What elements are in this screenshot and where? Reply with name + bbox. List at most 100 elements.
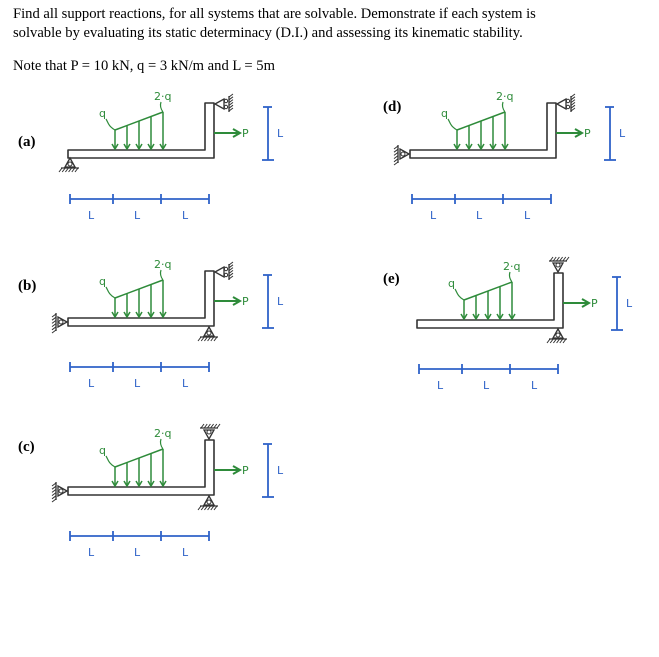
- pin-hinge: [58, 488, 64, 494]
- q-label: q: [99, 275, 106, 288]
- hatch-line: [51, 320, 57, 324]
- hatch-line: [570, 107, 576, 112]
- hatch-line: [228, 264, 234, 269]
- vertical-dimension: L: [262, 106, 284, 161]
- height-l-label: L: [277, 295, 284, 308]
- q-label: q: [448, 277, 455, 290]
- hatch-line: [559, 256, 564, 262]
- pin-hinge: [400, 151, 406, 157]
- roller-wheel: [223, 266, 229, 272]
- load-arrow-head: [496, 313, 504, 321]
- hatch-line: [207, 505, 212, 511]
- hatch-line: [210, 336, 215, 342]
- hatch-line: [228, 267, 234, 271]
- hatch-line: [546, 338, 551, 344]
- ground-hatch: [197, 336, 218, 342]
- span-l-label: L: [437, 379, 444, 392]
- two-q-leader: [159, 269, 164, 281]
- system-a-diagram: q 2·q P L L L L: [58, 90, 284, 222]
- vertical-dimension: L: [262, 274, 284, 329]
- trapezoidal-distributed-load: q 2·q: [99, 427, 171, 488]
- span-l-label: L: [134, 377, 141, 390]
- point-load-arrowhead: [581, 298, 592, 308]
- two-q-label: 2·q: [154, 90, 171, 103]
- hatch-line: [228, 275, 234, 280]
- hatch-line: [552, 338, 557, 344]
- hatch-line: [51, 485, 57, 490]
- hatch-line: [549, 338, 554, 344]
- two-q-label: 2·q: [154, 258, 171, 271]
- point-load-arrowhead: [232, 296, 243, 306]
- q-leader: [105, 286, 116, 299]
- span-l-label: L: [88, 377, 95, 390]
- hatch-line: [213, 423, 218, 429]
- vertical-dimension: L: [611, 276, 633, 331]
- span-l-label: L: [134, 209, 141, 222]
- l-shaped-frame: [67, 270, 215, 327]
- hatch-line: [203, 505, 208, 511]
- hatch-line: [228, 272, 234, 277]
- hatch-line: [213, 336, 218, 342]
- span-l-label: L: [483, 379, 490, 392]
- l-shaped-frame: [67, 439, 215, 496]
- hatch-line: [200, 423, 205, 429]
- p-label: P: [242, 464, 249, 477]
- roller-wheel: [565, 98, 571, 104]
- roller-triangle: [213, 97, 225, 111]
- top-roller-support: [213, 93, 234, 112]
- q-leader: [105, 118, 116, 131]
- system-d-label: (d): [383, 99, 402, 115]
- l-shaped-frame: [409, 102, 557, 159]
- hatch-line: [228, 99, 234, 103]
- roller-wheel: [223, 272, 229, 278]
- load-arrow-head: [111, 311, 119, 319]
- hatch-line: [570, 96, 576, 101]
- p-label: P: [591, 297, 598, 310]
- trapezoidal-distributed-load: q 2·q: [441, 90, 513, 151]
- roller-triangle: [555, 97, 567, 111]
- wall-hatch: [393, 145, 399, 166]
- hatch-line: [197, 505, 202, 511]
- two-q-leader: [501, 101, 506, 113]
- hatch-line: [51, 482, 57, 487]
- hatch-line: [216, 423, 221, 429]
- ceiling-hatch: [549, 256, 570, 262]
- hatch-line: [570, 99, 576, 103]
- hatch-line: [51, 492, 57, 497]
- ground-hatch: [546, 338, 567, 344]
- point-load-arrowhead: [232, 465, 243, 475]
- hatch-line: [393, 161, 399, 166]
- hatch-line: [200, 336, 205, 342]
- span-l-label: L: [531, 379, 538, 392]
- load-arrow-head: [484, 313, 492, 321]
- system-d-diagram: q 2·q P L L L L: [393, 90, 626, 222]
- hatch-line: [200, 505, 205, 511]
- hatch-line: [393, 152, 399, 156]
- load-arrow-head: [465, 143, 473, 151]
- bottom-pin-support: [197, 325, 218, 342]
- pin-hinge: [206, 499, 212, 505]
- hatch-line: [61, 167, 66, 173]
- ground-hatch: [197, 505, 218, 511]
- hatch-line: [228, 104, 234, 109]
- load-arrow-head: [472, 313, 480, 321]
- load-arrow-head: [159, 311, 167, 319]
- span-l-label: L: [88, 209, 95, 222]
- hatch-line: [51, 329, 57, 334]
- hatch-line: [65, 167, 69, 173]
- problem-statement-line-1: Find all support reactions, for all syst…: [13, 6, 536, 22]
- hatch-line: [570, 93, 576, 98]
- p-label: P: [584, 127, 591, 140]
- trapezoidal-distributed-load: q 2·q: [448, 260, 520, 321]
- q-label: q: [441, 107, 448, 120]
- wall-hatch: [51, 313, 57, 334]
- hatch-line: [51, 316, 57, 321]
- hatch-line: [562, 256, 567, 262]
- load-arrow-head: [508, 313, 516, 321]
- load-arrow-head: [123, 480, 131, 488]
- hatch-line: [570, 102, 576, 106]
- system-b-label: (b): [18, 278, 37, 294]
